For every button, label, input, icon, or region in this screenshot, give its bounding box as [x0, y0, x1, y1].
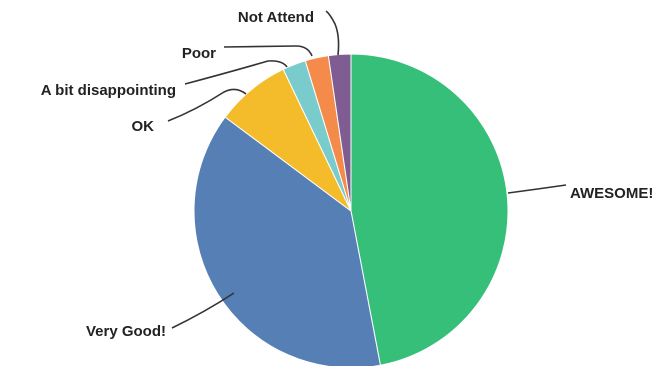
leader-lines [167, 10, 567, 329]
slice-label-very-good: Very Good! [86, 323, 166, 340]
pie-slices [193, 53, 509, 366]
pie-slice-awesome [350, 53, 509, 366]
leader-not-attend [325, 10, 340, 56]
pie-slice-very-good [193, 116, 382, 366]
slice-label-a-bit-disappointing: A bit disappointing [41, 82, 176, 99]
leader-ok [167, 88, 247, 122]
leader-awesome [507, 184, 567, 194]
leader-very-good [171, 292, 235, 329]
leader-a-bit-disappointing [184, 60, 288, 85]
slice-label-poor: Poor [182, 45, 216, 62]
slice-label-awesome: AWESOME! [570, 185, 653, 202]
slice-label-not-attend: Not Attend [238, 9, 314, 26]
slice-label-ok: OK [132, 118, 155, 135]
leader-poor [223, 45, 313, 57]
pie-slice-not-attend [327, 53, 352, 212]
